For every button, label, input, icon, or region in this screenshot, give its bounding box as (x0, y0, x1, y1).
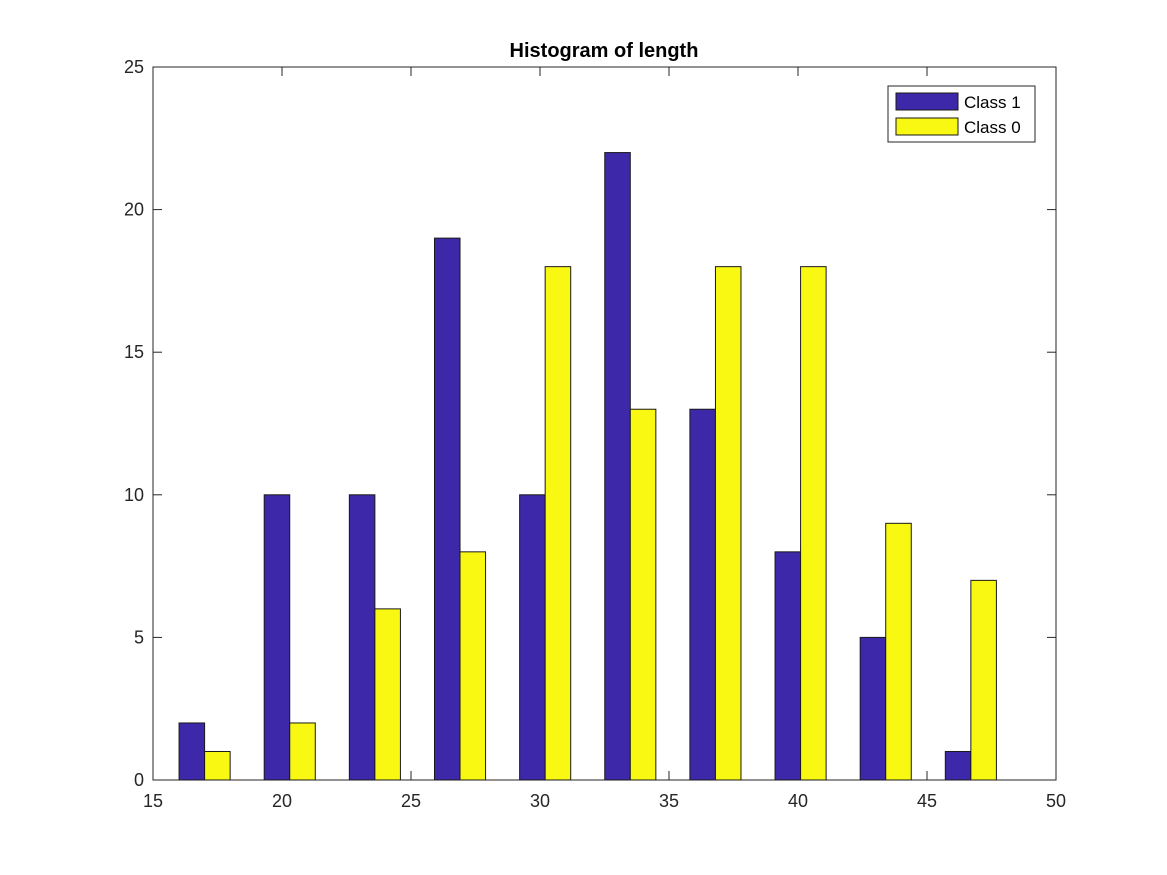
bar-class-1-2 (263, 494, 291, 781)
legend-swatch-class-1 (895, 92, 959, 111)
bar-class-0-3 (374, 608, 401, 781)
legend-label-class-1: Class 1 (964, 93, 1021, 112)
y-axis: 0 5 10 15 20 25 (124, 57, 1056, 790)
bar-class-1-3 (348, 494, 376, 781)
x-tick-label: 40 (788, 791, 808, 811)
bar-class-1-1 (178, 722, 206, 781)
legend: Class 1 Class 0 (887, 85, 1036, 143)
bar-class-1-6 (604, 152, 631, 781)
bar-class-0-6 (629, 408, 657, 781)
x-tick-label: 45 (917, 791, 937, 811)
chart-title: Histogram of length (510, 40, 699, 62)
x-tick-label: 20 (272, 791, 292, 811)
bar-class-1-9 (859, 636, 887, 781)
bar-class-0-2 (289, 722, 316, 781)
bar-class-0-1 (204, 750, 231, 781)
bar-class-0-9 (885, 522, 912, 781)
y-tick-label: 20 (124, 200, 144, 220)
y-tick-label: 0 (134, 770, 144, 790)
bar-class-0-10 (970, 579, 997, 781)
x-tick-label: 50 (1046, 791, 1066, 811)
bar-class-1-8 (774, 551, 802, 781)
bar-class-1-5 (519, 494, 546, 781)
bar-class-1-7 (689, 408, 716, 781)
bar-class-1-4 (433, 237, 461, 781)
legend-label-class-0: Class 0 (964, 118, 1021, 137)
bar-group (178, 152, 997, 781)
x-tick-label: 25 (401, 791, 421, 811)
y-tick-label: 15 (124, 342, 144, 362)
bar-class-1-10 (944, 750, 972, 781)
bar-class-0-5 (544, 266, 572, 781)
bar-class-0-7 (714, 266, 742, 781)
y-tick-label: 25 (124, 57, 144, 77)
x-tick-label: 15 (143, 791, 163, 811)
legend-swatch-class-0 (895, 117, 959, 136)
y-tick-label: 5 (134, 627, 144, 647)
x-axis: 15 20 25 30 35 40 45 50 (143, 67, 1066, 811)
bar-class-0-4 (459, 551, 487, 781)
x-tick-label: 30 (530, 791, 550, 811)
x-tick-label: 35 (659, 791, 679, 811)
y-tick-label: 10 (124, 485, 144, 505)
bar-class-0-8 (800, 266, 827, 781)
